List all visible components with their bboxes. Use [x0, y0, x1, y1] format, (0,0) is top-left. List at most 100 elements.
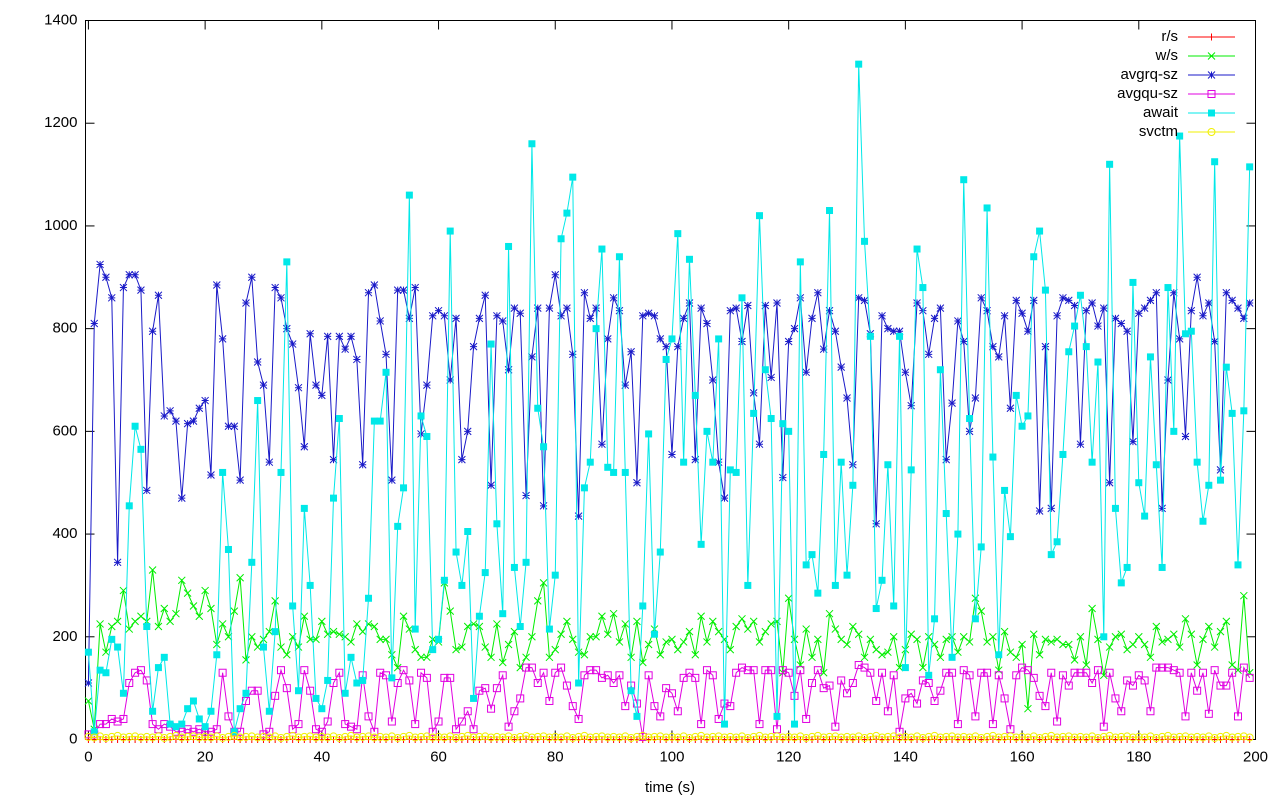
marker — [1076, 732, 1085, 741]
marker — [562, 681, 571, 690]
marker — [1216, 476, 1224, 484]
marker — [784, 668, 793, 677]
marker — [335, 733, 344, 742]
x-tick-label: 160 — [1010, 748, 1035, 765]
marker — [1163, 731, 1172, 740]
marker — [883, 707, 892, 716]
marker — [913, 299, 921, 307]
marker — [148, 327, 157, 336]
marker — [557, 733, 566, 742]
marker — [755, 731, 764, 740]
marker — [627, 733, 636, 742]
marker — [685, 668, 694, 677]
marker — [1023, 733, 1032, 742]
marker — [1152, 733, 1161, 742]
marker — [411, 283, 420, 292]
marker — [504, 365, 513, 374]
marker — [335, 415, 343, 423]
marker — [359, 676, 367, 684]
marker — [1111, 694, 1120, 703]
marker — [1158, 563, 1166, 571]
marker — [942, 510, 950, 518]
marker — [1000, 627, 1009, 636]
marker — [551, 571, 559, 579]
marker — [1006, 404, 1015, 413]
marker — [1094, 358, 1102, 366]
legend-label: await — [1143, 104, 1179, 121]
marker — [154, 291, 163, 300]
marker — [242, 656, 250, 664]
marker — [843, 394, 851, 402]
marker — [808, 314, 816, 323]
marker — [989, 453, 997, 461]
marker — [977, 607, 986, 615]
marker — [1088, 604, 1096, 613]
marker — [557, 235, 565, 243]
marker — [171, 731, 180, 740]
marker — [994, 671, 1003, 680]
marker — [983, 204, 991, 212]
series-line — [88, 664, 1251, 738]
marker — [1140, 640, 1149, 649]
marker — [1029, 296, 1038, 305]
marker — [749, 617, 758, 626]
marker — [603, 630, 612, 639]
marker — [936, 304, 945, 312]
marker — [177, 494, 186, 502]
marker — [160, 733, 169, 742]
marker — [971, 615, 979, 623]
marker — [1018, 640, 1026, 649]
marker — [837, 458, 845, 466]
marker — [889, 732, 898, 741]
marker — [598, 612, 606, 621]
marker — [1071, 322, 1079, 330]
marker — [370, 622, 379, 631]
marker — [166, 732, 175, 741]
marker — [1088, 299, 1096, 307]
marker — [895, 727, 904, 736]
marker — [277, 293, 285, 302]
marker — [446, 673, 455, 682]
marker — [1129, 437, 1137, 446]
marker — [680, 458, 688, 466]
marker — [463, 622, 472, 631]
marker — [300, 732, 309, 741]
marker — [499, 610, 507, 618]
marker — [603, 335, 612, 343]
marker — [732, 733, 741, 742]
y-tick-label: 800 — [52, 320, 77, 337]
marker — [860, 663, 869, 672]
marker — [925, 671, 933, 679]
marker — [405, 731, 414, 740]
marker — [172, 609, 180, 618]
marker — [1041, 635, 1050, 644]
marker — [1035, 650, 1044, 659]
marker — [1029, 673, 1038, 682]
marker — [1193, 273, 1202, 282]
marker — [84, 679, 93, 687]
marker — [837, 733, 846, 742]
marker — [621, 381, 630, 389]
marker — [989, 632, 997, 641]
marker — [1128, 681, 1137, 690]
marker — [387, 732, 396, 741]
marker — [387, 717, 396, 726]
marker — [405, 314, 414, 323]
marker — [458, 455, 466, 464]
marker — [1029, 630, 1038, 639]
marker — [615, 671, 624, 680]
marker — [901, 664, 909, 672]
marker — [924, 732, 933, 741]
marker — [1222, 617, 1231, 626]
marker — [463, 707, 472, 716]
marker — [866, 668, 875, 677]
marker — [317, 617, 326, 626]
marker — [253, 358, 262, 366]
marker — [253, 733, 262, 742]
marker — [259, 643, 267, 651]
marker — [230, 731, 239, 740]
marker — [872, 605, 880, 613]
marker — [399, 732, 408, 741]
marker — [778, 666, 787, 675]
marker — [534, 404, 542, 412]
